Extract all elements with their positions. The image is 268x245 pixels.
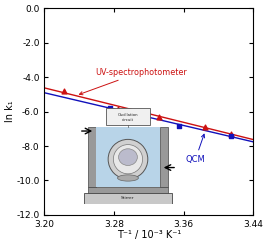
Point: [157, 115, 161, 119]
X-axis label: T⁻¹ / 10⁻³ K⁻¹: T⁻¹ / 10⁻³ K⁻¹: [117, 230, 181, 240]
Point: [229, 134, 234, 138]
Text: UV-spectrophotometer: UV-spectrophotometer: [79, 68, 187, 95]
Point: [128, 110, 132, 114]
Y-axis label: ln k₁: ln k₁: [5, 101, 15, 122]
Point: [203, 125, 207, 129]
Point: [229, 132, 234, 136]
Point: [107, 106, 112, 110]
Point: [116, 107, 121, 110]
Text: QCM: QCM: [185, 134, 205, 164]
Point: [177, 124, 181, 128]
Point: [61, 89, 66, 93]
